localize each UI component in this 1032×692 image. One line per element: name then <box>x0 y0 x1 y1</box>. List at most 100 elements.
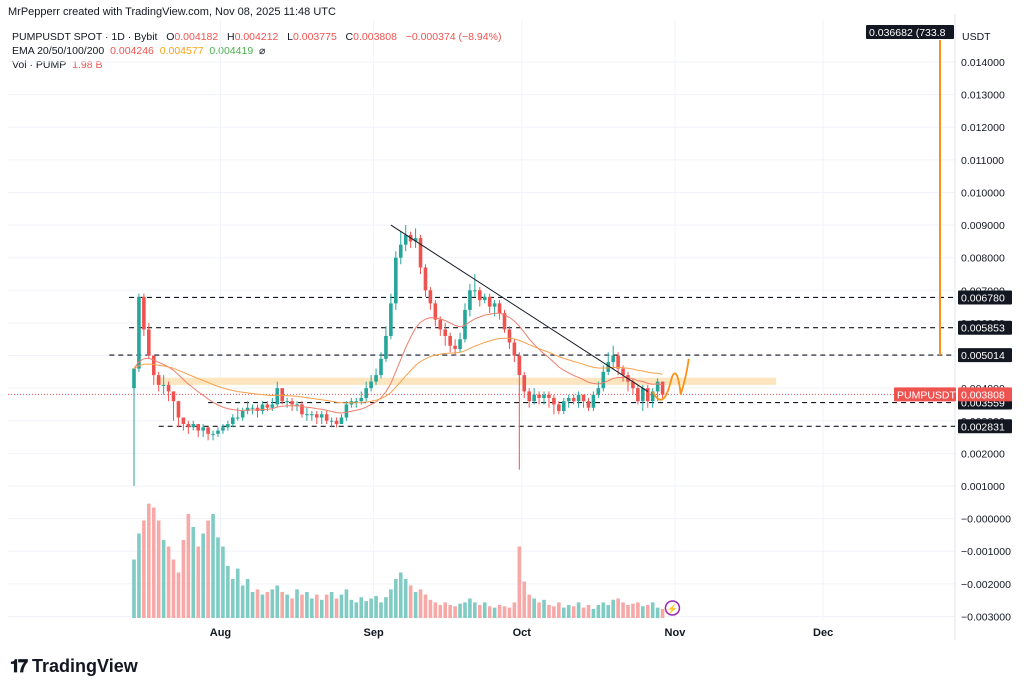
volume-bar <box>191 527 196 618</box>
level-tag: 0.005014 <box>961 350 1005 362</box>
candle-body <box>161 384 166 386</box>
candle-body <box>211 433 215 435</box>
volume-bar <box>552 606 556 618</box>
candle-body <box>339 417 344 425</box>
volume-bar <box>161 540 166 618</box>
candle-body <box>616 355 620 369</box>
candle-body <box>171 391 176 402</box>
legend-symbol[interactable]: PUMPUSDT SPOT · 1D · Bybit <box>12 31 158 43</box>
legend-ema-row: EMA 20/50/100/200 0.004246 0.004577 0.00… <box>12 44 501 58</box>
candle-body <box>586 401 591 408</box>
volume-bar <box>240 585 245 618</box>
volume-bar <box>344 589 349 618</box>
candle-body <box>226 424 230 428</box>
legend-ohlc-row: PUMPUSDT SPOT · 1D · Bybit O0.004182 H0.… <box>12 30 501 44</box>
top-value-tag-bg <box>866 25 954 39</box>
ticker-tag-bg <box>894 387 956 402</box>
candle-body <box>463 309 467 340</box>
level-tag: 0.005853 <box>961 323 1005 335</box>
candle-body <box>438 319 443 330</box>
candle-body <box>186 424 191 428</box>
volume-bar <box>473 602 477 618</box>
y-tick-label: 0.012000 <box>961 122 1005 134</box>
volume-bar <box>413 592 418 618</box>
level-lines-layer <box>8 296 955 427</box>
candle-body <box>344 404 349 418</box>
volume-bar <box>314 594 319 618</box>
volume-bar <box>166 546 171 618</box>
volume-bar <box>527 594 531 618</box>
volume-bar <box>468 598 472 618</box>
volume-bar <box>255 589 260 618</box>
tradingview-logo-icon: 𝟏𝟕 <box>10 656 28 676</box>
y-tick-label: 0.009000 <box>961 220 1005 232</box>
volume-bars-layer <box>132 503 665 618</box>
y-tick-label: −0.003000 <box>961 611 1011 623</box>
volume-bar <box>542 599 546 618</box>
candle-body <box>576 394 581 402</box>
volume-bar <box>497 605 502 618</box>
volume-bar <box>557 602 561 618</box>
chart-byline: MrPepperr created with TradingView.com, … <box>8 6 336 18</box>
volume-bar <box>137 533 141 618</box>
tradingview-brand[interactable]: 𝟏𝟕 TradingView <box>10 656 138 677</box>
volume-bar <box>443 602 448 618</box>
candle-body <box>517 355 522 376</box>
candle-body <box>270 404 275 408</box>
volume-bar <box>245 579 250 618</box>
volume-bar <box>275 585 280 618</box>
level-tag-bg <box>958 320 1012 335</box>
candle-body <box>581 394 586 402</box>
candle-body <box>527 391 531 402</box>
candle-body <box>601 371 606 389</box>
candle-body <box>201 427 205 431</box>
legend-ema-label[interactable]: EMA 20/50/100/200 <box>12 45 105 57</box>
candle-body <box>482 296 487 301</box>
candle-body <box>305 414 309 416</box>
volume-bar <box>310 598 314 618</box>
candle-body <box>428 290 433 304</box>
candle-body <box>319 414 324 418</box>
candle-body <box>413 238 418 242</box>
level-tag: 0.002831 <box>961 421 1005 433</box>
price-chart[interactable]: 0.014000 0.013000 0.012000 0.011000 0.010000… <box>0 0 1032 650</box>
volume-bar <box>398 572 403 618</box>
volume-bar <box>463 602 467 618</box>
volume-bar <box>176 572 181 618</box>
candle-body <box>433 303 438 320</box>
candle-body <box>260 404 265 411</box>
candle-body <box>250 407 255 409</box>
chart-legend: PUMPUSDT SPOT · 1D · Bybit O0.004182 H0.… <box>12 30 501 72</box>
candle-body <box>324 414 329 421</box>
volume-bar <box>379 602 383 618</box>
candle-body <box>132 368 136 389</box>
x-axis[interactable]: Aug Sep Oct Nov Dec <box>210 627 833 639</box>
candle-body <box>547 394 551 398</box>
candle-body <box>497 303 502 314</box>
level-tag-bg <box>958 290 1012 305</box>
volume-bar <box>606 605 611 618</box>
volume-bar <box>403 579 408 618</box>
candle-body <box>354 401 359 403</box>
candle-body <box>290 401 294 405</box>
volume-bar <box>181 540 186 618</box>
candle-body <box>384 335 388 359</box>
volume-bar <box>235 568 240 618</box>
candle-body <box>660 381 665 395</box>
candle-body <box>621 368 625 376</box>
candle-body <box>310 414 314 416</box>
volume-bar <box>448 605 452 618</box>
volume-bar <box>561 607 566 618</box>
candle-body <box>458 339 462 350</box>
volume-bar <box>631 603 635 618</box>
candle-body <box>142 296 146 330</box>
volume-bar <box>492 607 497 618</box>
candle-body <box>557 404 561 411</box>
candle-body <box>181 417 186 425</box>
candles-layer <box>132 225 665 486</box>
candle-body <box>552 397 556 405</box>
projection-path <box>651 358 690 401</box>
candle-body <box>502 313 507 330</box>
y-tick-label: 0.013000 <box>961 90 1005 102</box>
volume-bar <box>641 606 645 618</box>
